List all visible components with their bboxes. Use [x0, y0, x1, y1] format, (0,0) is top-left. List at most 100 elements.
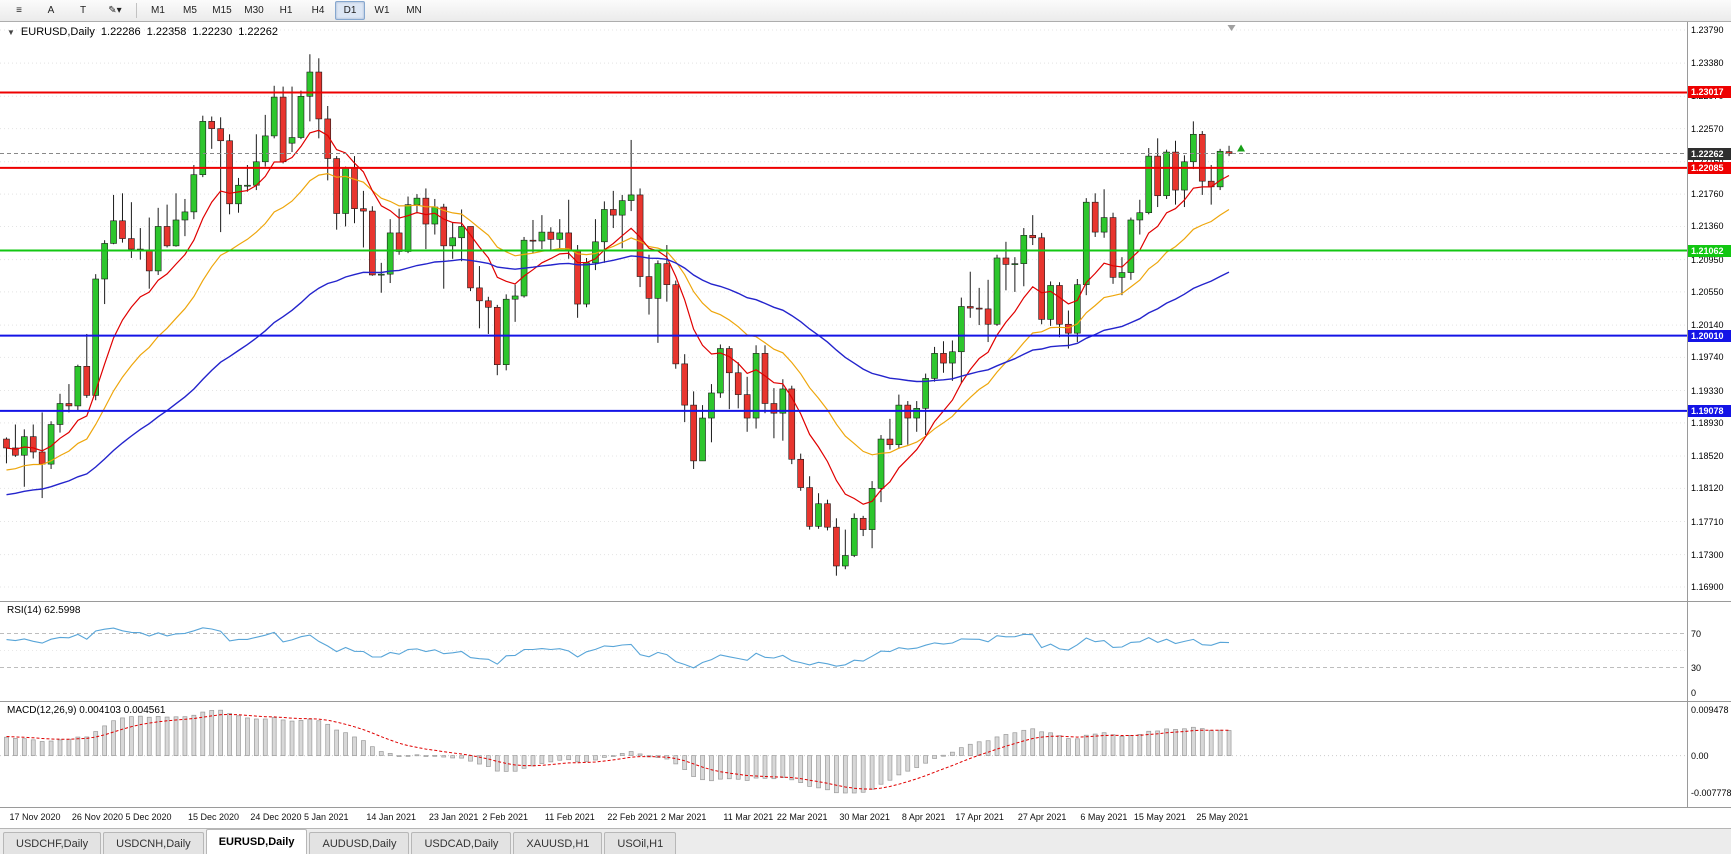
timeframe-h4-button[interactable]: H4 — [311, 5, 325, 16]
price-level-badge: 1.21062 — [1688, 244, 1731, 257]
date-label: 22 Mar 2021 — [776, 812, 828, 822]
price-tick: 1.20550 — [1691, 286, 1724, 297]
chart-tab-usoil-h1[interactable]: USOil,H1 — [604, 832, 677, 854]
price-tick: 1.17300 — [1691, 549, 1724, 560]
horizontal-lines-layer — [0, 91, 1687, 412]
chart-tab-eurusd-daily[interactable]: EURUSD,Daily — [205, 829, 308, 854]
toolbar: ≡ A T ✎▾ M1 M5 M15 M30 H1 H4 D1 W1 MN — [0, 0, 1731, 22]
collapse-icon[interactable]: ▼ — [7, 27, 15, 37]
price-tick: 1.17710 — [1691, 516, 1724, 527]
price-tick: 1.21360 — [1691, 221, 1724, 232]
timeframe-w1-button[interactable]: W1 — [374, 5, 390, 16]
line-style-tool-icon[interactable]: ✎▾ — [108, 5, 122, 16]
toolbar-separator — [136, 3, 137, 18]
date-label: 24 Dec 2020 — [250, 812, 302, 822]
main-chart-panel: 1.237901.233801.229701.225701.221601.217… — [0, 22, 1731, 602]
price-tick: 1.23380 — [1691, 58, 1724, 69]
chart-title: ▼ EURUSD,Daily 1.22286 1.22358 1.22230 1… — [7, 26, 278, 38]
chart-shift-marker — [1227, 25, 1236, 31]
price-level-badge: 1.19078 — [1688, 404, 1731, 417]
rsi-label: RSI(14) 62.5998 — [7, 605, 81, 616]
candles-layer — [3, 54, 1233, 576]
ohlc-open: 1.22286 — [100, 26, 141, 38]
macd-signal-line — [6, 713, 1230, 790]
rsi-axis[interactable]: 70 30 0 — [1687, 602, 1731, 701]
date-label: 6 May 2021 — [1080, 812, 1128, 822]
macd-tick: -0.007778 — [1691, 788, 1731, 798]
candlestick-chart[interactable] — [0, 22, 1687, 601]
macd-chart[interactable] — [0, 702, 1687, 807]
date-label: 26 Nov 2020 — [71, 812, 123, 822]
timeframe-m15-button[interactable]: M15 — [212, 5, 232, 16]
chart-tab-usdcnh-daily[interactable]: USDCNH,Daily — [103, 832, 204, 854]
chart-tab-bar: USDCHF,Daily USDCNH,Daily EURUSD,Daily AUDU… — [0, 828, 1731, 854]
price-tick: 1.18520 — [1691, 451, 1724, 462]
price-tick: 1.18930 — [1691, 417, 1724, 428]
macd-tick: 0.00 — [1691, 750, 1709, 761]
rsi-tick: 0 — [1691, 688, 1697, 698]
timeframe-d1-button[interactable]: D1 — [335, 1, 365, 20]
chart-tab-usdchf-daily[interactable]: USDCHF,Daily — [3, 832, 102, 854]
date-label: 2 Feb 2021 — [482, 812, 528, 822]
chart-list-icon[interactable]: ≡ — [16, 5, 22, 16]
timeframe-h1-button[interactable]: H1 — [279, 5, 293, 16]
date-label: 14 Jan 2021 — [366, 812, 416, 822]
macd-axis[interactable]: 0.009478 0.00 -0.007778 — [1687, 702, 1731, 807]
macd-panel: 0.009478 0.00 -0.007778 MACD(12,26,9) 0.00… — [0, 702, 1731, 808]
date-label: 30 Mar 2021 — [839, 812, 890, 822]
price-tick: 1.19330 — [1691, 385, 1724, 396]
price-level-badge: 1.23017 — [1688, 86, 1731, 99]
timeframe-toolbar: M1 M5 M15 M30 H1 H4 D1 W1 MN — [142, 0, 430, 21]
macd-tick: 0.009478 — [1691, 705, 1729, 715]
price-tick: 1.23790 — [1691, 25, 1724, 35]
chart-symbol-period: EURUSD,Daily — [20, 26, 95, 38]
price-axis[interactable]: 1.237901.233801.229701.225701.221601.217… — [1687, 22, 1731, 601]
price-tick: 1.18120 — [1691, 483, 1724, 494]
price-level-badge: 1.20010 — [1688, 329, 1731, 342]
macd-label: MACD(12,26,9) 0.004103 0.004561 — [7, 705, 166, 716]
toolbar-icons: ≡ A T ✎▾ — [3, 0, 131, 21]
price-tick: 1.20950 — [1691, 254, 1724, 265]
price-tick: 1.21760 — [1691, 189, 1724, 200]
rsi-panel: 70 30 0 RSI(14) 62.5998 — [0, 602, 1731, 702]
date-label: 11 Feb 2021 — [544, 812, 595, 822]
timeframe-mn-button[interactable]: MN — [406, 5, 422, 16]
chart-tab-xauusd-h1[interactable]: XAUUSD,H1 — [513, 832, 603, 854]
date-label: 27 Apr 2021 — [1017, 812, 1067, 822]
rsi-chart[interactable] — [0, 602, 1687, 701]
ohlc-low: 1.22230 — [192, 26, 233, 38]
time-axis[interactable]: 17 Nov 2020 26 Nov 2020 5 Dec 2020 15 Dec 2… — [0, 808, 1731, 828]
date-label: 5 Jan 2021 — [303, 812, 349, 822]
price-tick: 1.16900 — [1691, 582, 1724, 592]
rsi-tick: 70 — [1691, 628, 1702, 639]
timeframe-m30-button[interactable]: M30 — [244, 5, 264, 16]
text-tool-icon[interactable]: T — [79, 5, 87, 16]
chart-tab-audusd-daily[interactable]: AUDUSD,Daily — [309, 832, 410, 854]
cursor-tool-icon[interactable]: A — [47, 5, 55, 16]
price-level-badge: 1.22085 — [1688, 161, 1731, 174]
price-level-badge: 1.22262 — [1688, 147, 1731, 160]
timeframe-m1-button[interactable]: M1 — [151, 5, 165, 16]
date-label: 5 Dec 2020 — [125, 812, 172, 822]
price-tick: 1.22160 — [1691, 157, 1724, 167]
date-label: 17 Nov 2020 — [9, 812, 61, 822]
macd-histogram — [4, 709, 1232, 794]
date-label: 15 May 2021 — [1133, 812, 1186, 822]
price-tick: 1.22570 — [1691, 123, 1724, 134]
price-tick: 1.20140 — [1691, 320, 1724, 331]
rsi-tick: 30 — [1691, 662, 1702, 673]
date-label: 17 Apr 2021 — [955, 812, 1004, 822]
date-label: 25 May 2021 — [1196, 812, 1249, 822]
chart-window: 1.237901.233801.229701.225701.221601.217… — [0, 22, 1731, 828]
date-label: 11 Mar 2021 — [723, 812, 774, 822]
grid-layer — [0, 29, 1687, 588]
date-label: 22 Feb 2021 — [607, 812, 658, 822]
date-label: 8 Apr 2021 — [901, 812, 946, 822]
date-label: 2 Mar 2021 — [660, 812, 707, 822]
chart-tab-usdcad-daily[interactable]: USDCAD,Daily — [411, 832, 512, 854]
ohlc-close: 1.22262 — [238, 26, 278, 38]
timeframe-m5-button[interactable]: M5 — [183, 5, 197, 16]
price-arrow-icon — [1237, 144, 1246, 152]
price-tick: 1.19740 — [1691, 352, 1724, 363]
